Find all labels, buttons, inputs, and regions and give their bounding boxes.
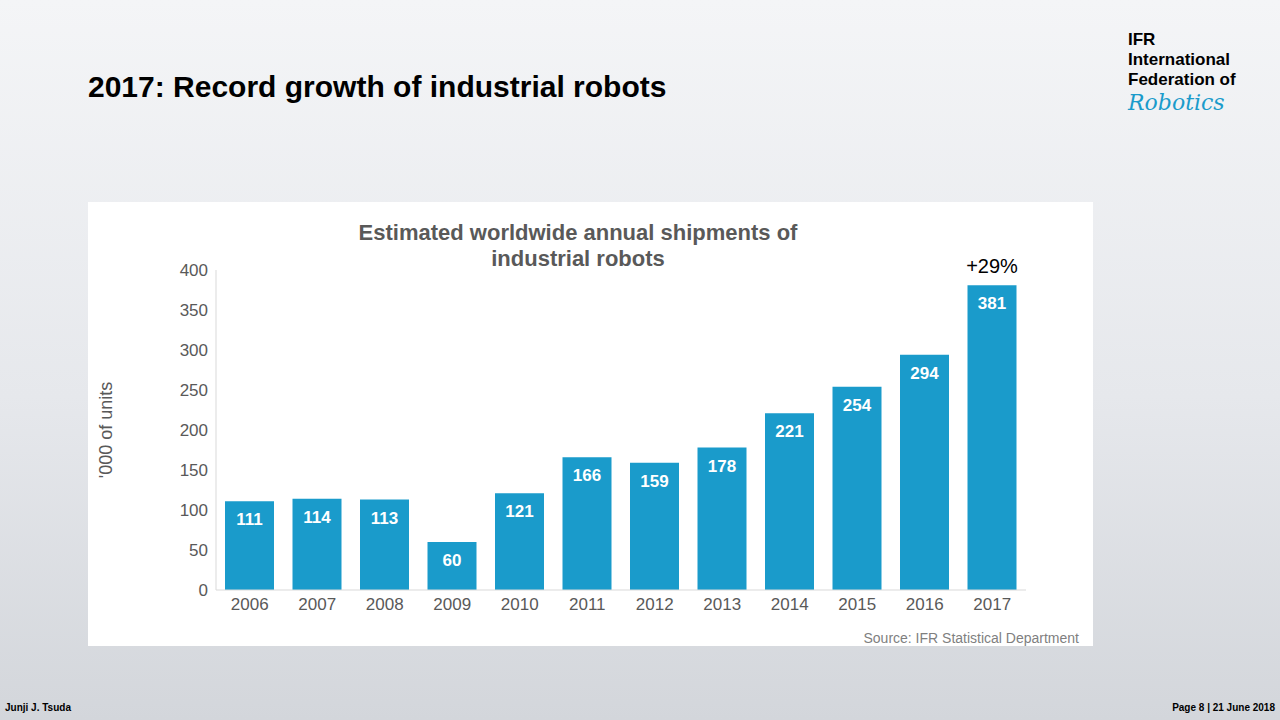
svg-text:178: 178 [708,457,736,476]
html-text:Robotics: Robotics [1128,90,1225,115]
svg-text:2012: 2012 [636,595,674,614]
svg-text:250: 250 [180,381,208,400]
svg-text:159: 159 [640,472,668,491]
svg-text:114: 114 [303,508,331,527]
html-text:International: International [1128,50,1230,69]
svg-text:2009: 2009 [433,595,471,614]
svg-text:121: 121 [505,502,533,521]
svg-text:113: 113 [371,509,398,528]
svg-text:0: 0 [199,581,208,600]
svg-text:2016: 2016 [906,595,944,614]
svg-text:2007: 2007 [298,595,336,614]
svg-text:2010: 2010 [501,595,539,614]
svg-text:2013: 2013 [703,595,741,614]
svg-text:381: 381 [978,294,1006,313]
svg-text:200: 200 [180,421,208,440]
svg-text:2017: 2017 [973,595,1011,614]
html-text:Federation of: Federation of [1128,70,1236,89]
svg-text:2015: 2015 [838,595,876,614]
html-text:Page 8 | 21 June 2018: Page 8 | 21 June 2018 [1172,702,1275,713]
html-text:Junji J. Tsuda: Junji J. Tsuda [5,702,71,713]
svg-text:+29%: +29% [966,255,1018,277]
svg-text:111: 111 [236,510,263,529]
html-text:Source: IFR Statistical Depart: Source: IFR Statistical Department [863,630,1079,646]
svg-text:2014: 2014 [771,595,809,614]
html-text:Estimated worldwide annual shi: Estimated worldwide annual shipments of … [358,220,798,271]
svg-text:2008: 2008 [366,595,404,614]
svg-text:150: 150 [180,461,208,480]
svg-text:294: 294 [910,364,939,383]
svg-text:221: 221 [775,422,803,441]
svg-text:300: 300 [180,341,208,360]
svg-text:2006: 2006 [231,595,269,614]
svg-text:400: 400 [180,261,208,280]
svg-text:166: 166 [573,466,601,485]
svg-text:2011: 2011 [569,595,606,614]
svg-text:350: 350 [180,301,208,320]
svg-text:50: 50 [189,541,208,560]
svg-text:'000 of units: '000 of units [96,382,116,479]
svg-text:60: 60 [443,551,462,570]
svg-text:254: 254 [843,396,872,415]
html-text:2017: Record growth of industr: 2017: Record growth of industrial robots [88,70,667,103]
html-text:IFR: IFR [1128,30,1156,49]
svg-text:100: 100 [180,501,208,520]
